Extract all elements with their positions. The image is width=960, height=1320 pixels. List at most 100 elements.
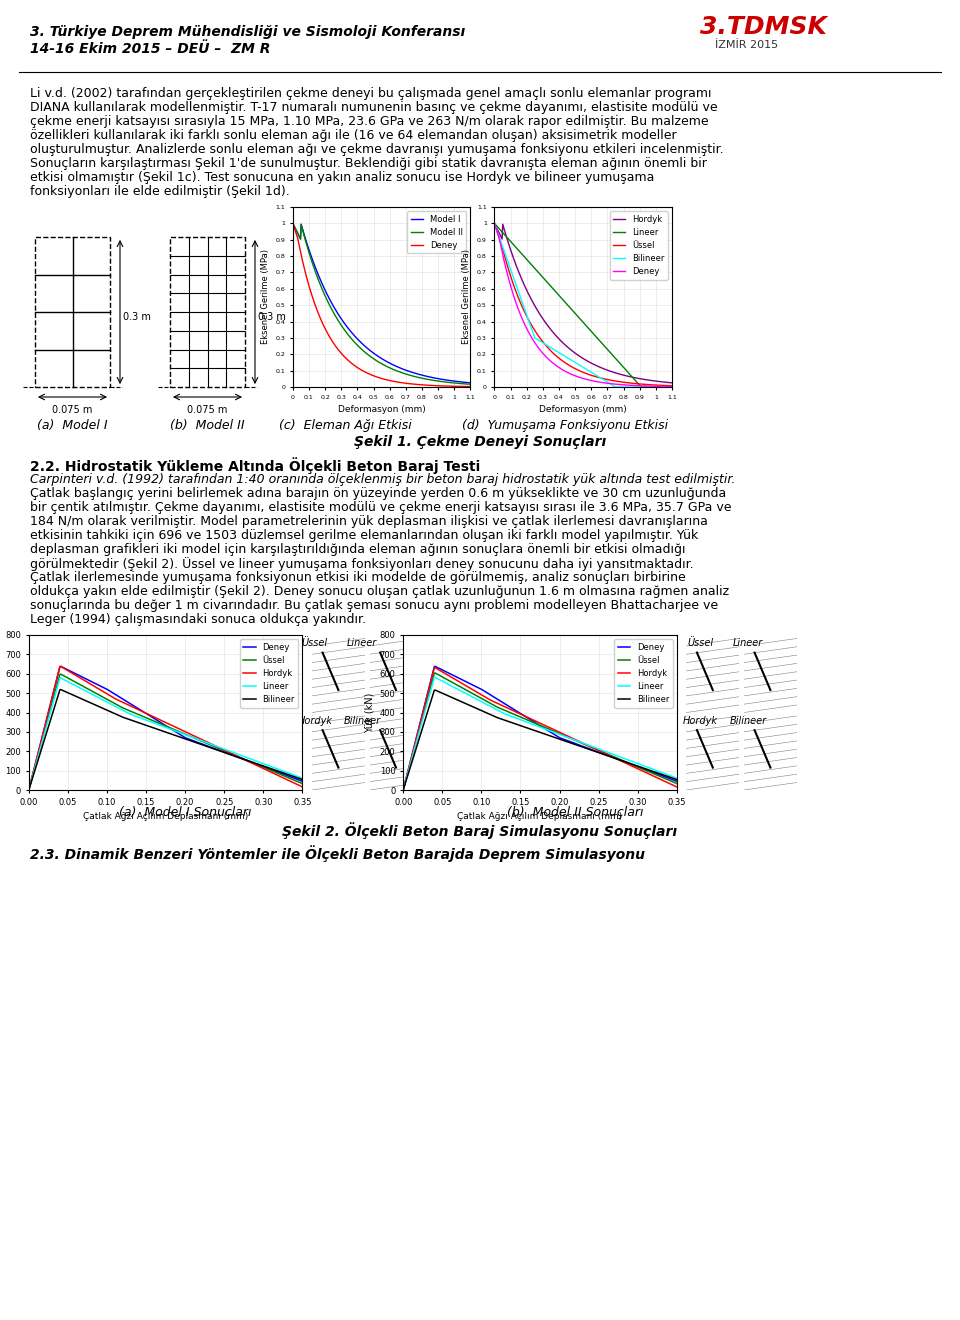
Text: Üssel: Üssel [302,638,328,648]
Text: Üssel: Üssel [687,638,713,648]
Model I [393,359,404,375]
Bilineer [629,758,640,774]
Text: görülmektedir (Şekil 2). Üssel ve lineer yumuşama fonksiyonları deney sonucunu d: görülmektedir (Şekil 2). Üssel ve lineer… [30,557,694,572]
Üssel [272,766,283,781]
Model I [448,374,460,389]
Text: 3. Türkiye Deprem Mühendisliği ve Sismoloji Konferansı: 3. Türkiye Deprem Mühendisliği ve Sismol… [30,25,466,40]
Line: Lineer: Lineer [29,678,302,789]
Lineer [24,779,36,795]
Deney [594,375,606,391]
Hordyk [666,375,678,391]
Deney [187,733,199,748]
Deney [186,733,198,748]
Y-axis label: Eksenel Gerilme (MPa): Eksenel Gerilme (MPa) [463,249,471,345]
Bilineer [187,734,199,750]
Deney [393,374,404,389]
Line: Bilineer: Bilineer [403,690,677,789]
Text: deplasman grafikleri iki model için karşılaştırıldığında eleman ağının sonuçlara: deplasman grafikleri iki model için karş… [30,543,685,556]
Bilineer [597,371,609,387]
Text: etkisinin tahkiki için 696 ve 1503 düzlemsel gerilme elemanlarından oluşan iki f: etkisinin tahkiki için 696 ve 1503 düzle… [30,529,698,543]
X-axis label: Deformasyon (mm): Deformasyon (mm) [338,405,425,414]
X-axis label: Çatlak Ağzı Açılım Deplasmanı (mm): Çatlak Ağzı Açılım Deplasmanı (mm) [83,812,249,821]
Hordyk [55,659,66,675]
Model II [465,376,476,392]
Text: 14-16 Ekim 2015 – DEÜ –  ZM R: 14-16 Ekim 2015 – DEÜ – ZM R [30,42,271,55]
Hordyk [23,781,35,797]
Text: Şekil 2. Ölçekli Beton Baraj Simulasyonu Sonuçları: Şekil 2. Ölçekli Beton Baraj Simulasyonu… [282,822,678,838]
Legend: Deney, Üssel, Hordyk, Lineer, Bilineer: Deney, Üssel, Hordyk, Lineer, Bilineer [614,639,673,708]
Text: Lineer: Lineer [732,638,763,648]
Text: (b)  Model II: (b) Model II [170,418,245,432]
Deney [297,774,308,789]
Model I [287,215,299,231]
Text: Çatlak başlangıç yerini belirlemek adına barajın ön yüzeyinde yerden 0.6 m yükse: Çatlak başlangıç yerini belirlemek adına… [30,487,727,500]
Bilineer [23,781,35,797]
Bar [35,238,110,387]
Legend: Hordyk, Lineer, Üssel, Bilineer, Deney: Hordyk, Lineer, Üssel, Bilineer, Deney [610,211,668,280]
Line: Bilineer: Bilineer [29,689,302,789]
Text: Sonuçların karşılaştırması Şekil 1'de sunulmuştur. Beklendiği gibi statik davran: Sonuçların karşılaştırması Şekil 1'de su… [30,157,707,170]
Deney [254,758,266,774]
Text: Şekil 1. Çekme Deneyi Sonuçları: Şekil 1. Çekme Deneyi Sonuçları [354,436,606,449]
Üssel [187,730,199,746]
Model II [393,363,404,379]
Deney [272,764,283,780]
Text: bir çentik atılmıştır. Çekme dayanımı, elastisite modülü ve çekme enerji katsayı: bir çentik atılmıştır. Çekme dayanımı, e… [30,502,732,513]
Text: sonuçlarında bu değer 1 m civarındadır. Bu çatlak şeması sonucu aynı problemi mo: sonuçlarında bu değer 1 m civarındadır. … [30,599,718,612]
Deney [650,379,661,395]
Text: Carpinteri v.d. (1992) tarafından 1:40 oranında ölçeklenmiş bir beton baraj hidr: Carpinteri v.d. (1992) tarafından 1:40 o… [30,473,735,486]
Bilineer [191,735,203,751]
Bilineer [671,772,683,788]
Text: Hordyk: Hordyk [683,715,717,726]
Üssel [638,376,650,392]
Line: Lineer: Lineer [403,677,677,789]
Hordyk [489,215,500,231]
Lineer [562,729,573,744]
Üssel [297,776,308,792]
Model II [287,215,299,231]
Bilineer [254,756,266,772]
Deney [393,375,404,391]
Text: (d)  Yumuşama Fonksiyonu Etkisi: (d) Yumuşama Fonksiyonu Etkisi [462,418,668,432]
Text: oluşturulmuştur. Analizlerde sonlu eleman ağı ve çekme davranışı yumuşama fonksi: oluşturulmuştur. Analizlerde sonlu elema… [30,143,724,156]
Bilineer [186,733,198,748]
Deney [24,779,36,795]
Hordyk [186,727,198,743]
Bilineer [639,379,651,395]
Üssel [23,781,35,797]
Üssel [629,758,640,774]
Deney [397,781,409,797]
Üssel [55,667,66,682]
Hordyk [594,359,606,375]
Hordyk [187,727,199,743]
Üssel [191,731,203,747]
Lineer [254,755,266,771]
Bilineer [562,734,573,750]
Bilineer [610,379,621,395]
Text: 3.TDMSK: 3.TDMSK [700,15,827,40]
Bilineer [489,215,500,231]
Hordyk [638,371,650,387]
Text: (c)  Eleman Ağı Etkisi: (c) Eleman Ağı Etkisi [278,418,412,432]
Text: (a)  Model I: (a) Model I [37,418,108,432]
Hordyk [297,779,308,795]
Üssel [671,776,683,792]
Lineer [272,762,283,777]
Bilineer [666,379,678,395]
Hordyk [254,759,266,775]
Hordyk [565,730,577,746]
Text: 184 N/m olarak verilmiştir. Model parametrelerinin yük deplasman ilişkisi ve çat: 184 N/m olarak verilmiştir. Model parame… [30,515,708,528]
Hordyk [562,727,573,743]
Lineer [186,729,198,744]
Y-axis label: Eksenel Gerilme (MPa): Eksenel Gerilme (MPa) [261,249,270,345]
Line: Üssel: Üssel [494,223,672,385]
Bilineer [429,682,441,698]
Lineer [646,760,658,776]
Üssel [24,779,36,795]
Deney [398,779,410,795]
Deney [465,379,476,395]
Model II [396,364,407,380]
Hordyk [650,374,661,389]
X-axis label: Deformasyon (mm): Deformasyon (mm) [540,405,627,414]
Legend: Model I, Model II, Deney: Model I, Model II, Deney [407,211,467,253]
